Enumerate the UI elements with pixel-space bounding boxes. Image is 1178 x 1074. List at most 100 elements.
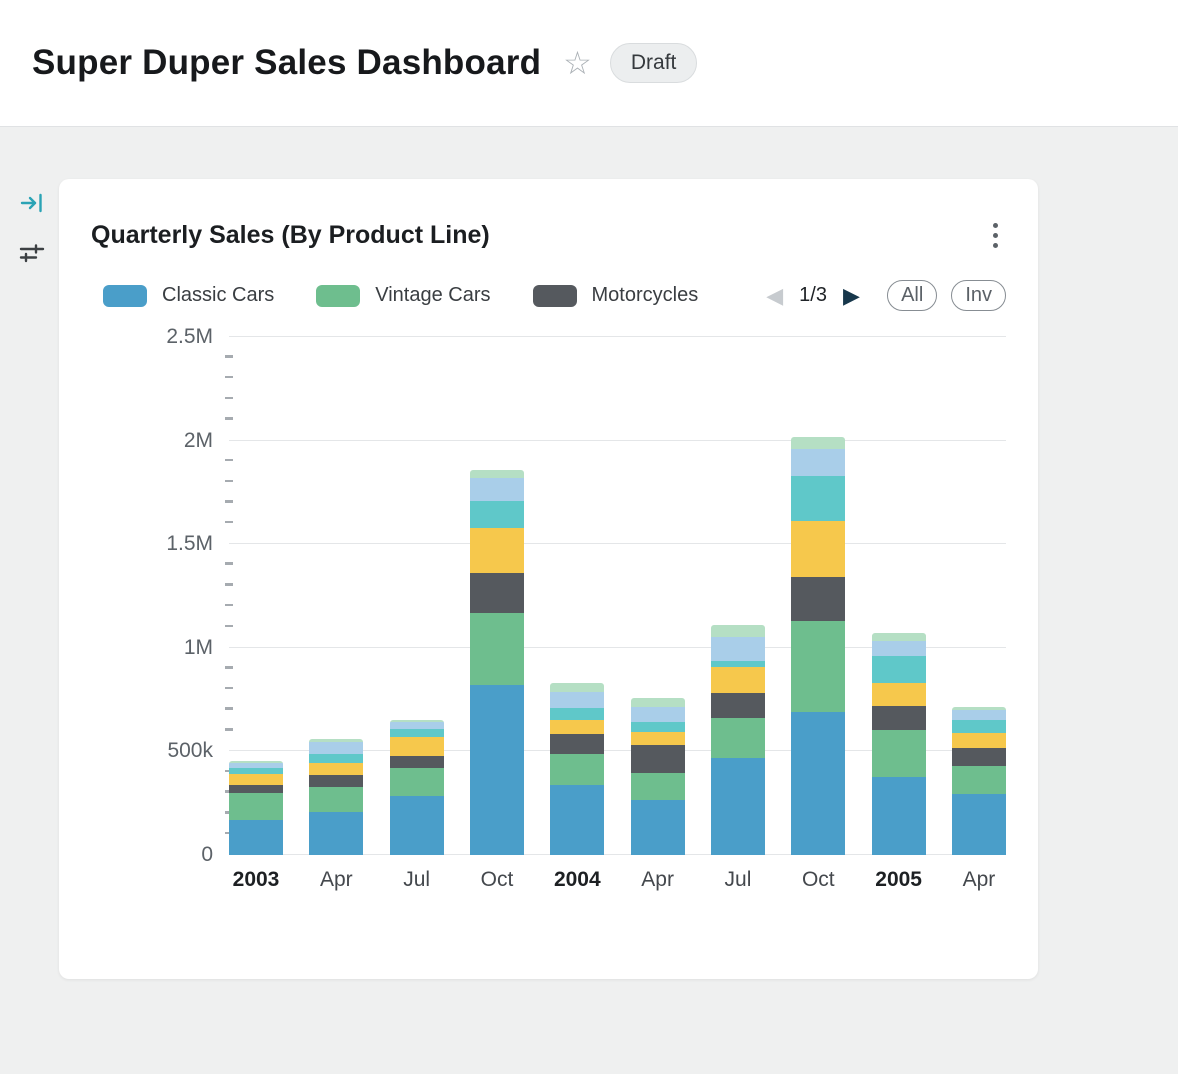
- status-badge: Draft: [609, 43, 698, 83]
- bar-stack[interactable]: [791, 436, 846, 855]
- bar-stack[interactable]: [550, 683, 605, 855]
- bar-segment[interactable]: [951, 765, 1006, 794]
- bar-segment[interactable]: [550, 784, 605, 855]
- bar-segment[interactable]: [469, 477, 524, 501]
- bar-segment[interactable]: [791, 521, 846, 578]
- bar-segment[interactable]: [389, 722, 444, 729]
- bar-segment[interactable]: [550, 683, 605, 693]
- bar-segment[interactable]: [550, 707, 605, 721]
- bar-segment[interactable]: [630, 800, 685, 855]
- bars-container: 2003 Apr Jul Oct 2004 Apr Jul Oct 2005 Apr: [229, 337, 1006, 891]
- bar-stack[interactable]: [229, 760, 283, 855]
- bar-segment[interactable]: [710, 693, 765, 719]
- y-axis-label: 2.5M: [166, 325, 213, 348]
- y-axis-label: 1.5M: [166, 532, 213, 556]
- bar-segment[interactable]: [309, 753, 364, 763]
- bar-segment[interactable]: [871, 640, 926, 657]
- bar-segment[interactable]: [871, 705, 926, 730]
- bar-segment[interactable]: [550, 753, 605, 785]
- bar-segment[interactable]: [309, 742, 364, 754]
- bar-segment[interactable]: [469, 573, 524, 613]
- bar-segment[interactable]: [710, 637, 765, 662]
- bar-segment[interactable]: [871, 656, 926, 684]
- bar-stack[interactable]: [630, 697, 685, 855]
- bar-stack[interactable]: [951, 706, 1006, 855]
- minor-tick: [225, 603, 233, 607]
- bar-stack[interactable]: [309, 739, 364, 855]
- bar-segment[interactable]: [550, 692, 605, 708]
- legend-item-motorcycles[interactable]: Motorcycles: [532, 284, 698, 307]
- bar-segment[interactable]: [710, 625, 765, 638]
- bar-segment[interactable]: [630, 773, 685, 801]
- bar-segment[interactable]: [469, 500, 524, 528]
- pager-next-icon[interactable]: ▶: [842, 282, 860, 308]
- bar-segment[interactable]: [630, 731, 685, 746]
- bar-segment[interactable]: [951, 720, 1006, 733]
- inv-button[interactable]: Inv: [951, 280, 1006, 311]
- bar-segment[interactable]: [309, 786, 364, 812]
- bar-segment[interactable]: [229, 768, 283, 775]
- bar-segment[interactable]: [630, 706, 685, 723]
- bar-segment[interactable]: [389, 767, 444, 796]
- bar-segment[interactable]: [389, 728, 444, 737]
- bar-segment[interactable]: [951, 748, 1006, 766]
- bar-segment[interactable]: [389, 755, 444, 768]
- stacked-bar-chart: 0 500k 1M 1.5M 2M 2.5M 2003 Apr Jul Oct 2004 Apr Ju…: [91, 325, 1006, 891]
- bar-segment[interactable]: [871, 729, 926, 778]
- bar-segment[interactable]: [791, 436, 846, 449]
- bar-segment[interactable]: [791, 620, 846, 712]
- bar-segment[interactable]: [791, 577, 846, 621]
- bar-segment[interactable]: [710, 757, 765, 855]
- bar-segment[interactable]: [951, 710, 1006, 721]
- bar-segment[interactable]: [229, 774, 283, 785]
- bar-segment[interactable]: [469, 469, 524, 478]
- minor-tick: [225, 707, 233, 710]
- legend-item-classic-cars[interactable]: Classic Cars: [103, 284, 274, 307]
- bar-segment[interactable]: [630, 745, 685, 774]
- pager-prev-icon[interactable]: ◀: [766, 282, 784, 308]
- bar-segment[interactable]: [469, 612, 524, 686]
- bar-segment[interactable]: [710, 718, 765, 758]
- bar-segment[interactable]: [791, 448, 846, 476]
- bar-segment[interactable]: [389, 795, 444, 855]
- bar-segment[interactable]: [309, 762, 364, 776]
- bar-segment[interactable]: [309, 775, 364, 787]
- bar-segment[interactable]: [229, 819, 283, 855]
- star-icon[interactable]: ☆: [563, 45, 592, 81]
- bar-segment[interactable]: [951, 793, 1006, 855]
- bar-stack[interactable]: [871, 633, 926, 855]
- legend-item-vintage-cars[interactable]: Vintage Cars: [316, 284, 491, 307]
- bar-segment[interactable]: [550, 733, 605, 754]
- bar-segment[interactable]: [309, 811, 364, 855]
- bar-segment[interactable]: [229, 762, 283, 769]
- bar-segment[interactable]: [951, 706, 1006, 711]
- card-menu-kebab-icon[interactable]: [984, 219, 1006, 252]
- bar-stack[interactable]: [469, 469, 524, 855]
- bar-segment[interactable]: [630, 697, 685, 707]
- bar-segment[interactable]: [469, 685, 524, 855]
- bar-segment[interactable]: [871, 777, 926, 855]
- collapse-panel-icon[interactable]: [19, 190, 45, 216]
- bar-segment[interactable]: [871, 633, 926, 641]
- bar-segment[interactable]: [229, 760, 283, 763]
- bar-segment[interactable]: [710, 661, 765, 668]
- bar-segment[interactable]: [630, 722, 685, 732]
- bar-segment[interactable]: [389, 720, 444, 723]
- y-axis-label: 0: [201, 843, 213, 866]
- bar-segment[interactable]: [309, 739, 364, 743]
- all-button[interactable]: All: [887, 280, 938, 311]
- bar-segment[interactable]: [389, 736, 444, 756]
- bar-segment[interactable]: [710, 667, 765, 694]
- bar-segment[interactable]: [229, 784, 283, 793]
- bar-segment[interactable]: [791, 475, 846, 522]
- filter-icon[interactable]: [19, 242, 45, 264]
- minor-tick: [225, 479, 233, 483]
- bar-segment[interactable]: [229, 792, 283, 820]
- bar-stack[interactable]: [710, 625, 765, 855]
- bar-segment[interactable]: [469, 527, 524, 574]
- bar-stack[interactable]: [389, 720, 444, 855]
- bar-segment[interactable]: [951, 732, 1006, 749]
- bar-segment[interactable]: [791, 712, 846, 855]
- bar-segment[interactable]: [550, 720, 605, 734]
- bar-segment[interactable]: [871, 683, 926, 706]
